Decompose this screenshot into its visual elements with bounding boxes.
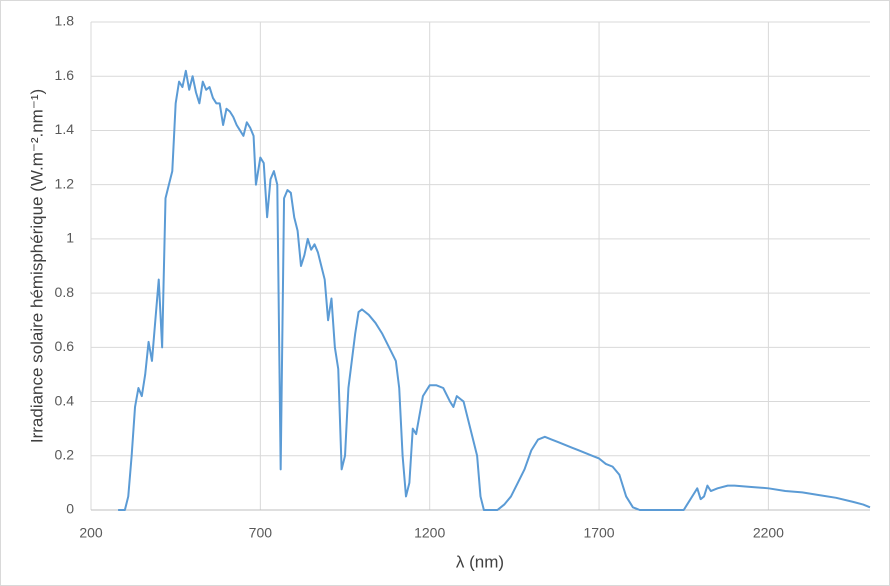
y-tick-label: 1 [66, 230, 74, 246]
y-tick-label: 1.2 [55, 175, 75, 191]
x-tick-label: 1200 [414, 525, 445, 541]
y-tick-label: 1.4 [55, 121, 75, 137]
x-tick-label: 1700 [583, 525, 614, 541]
y-tick-label: 0.8 [55, 284, 75, 300]
y-tick-label: 1.8 [55, 13, 75, 29]
x-tick-label: 200 [79, 525, 103, 541]
x-tick-label: 2200 [753, 525, 784, 541]
x-tick-label: 700 [249, 525, 273, 541]
y-axis-title: Irradiance solaire hémisphérique (W.m⁻².… [27, 89, 46, 443]
y-tick-label: 1.6 [55, 67, 75, 83]
data-line [118, 69, 871, 511]
y-tick-label: 0.2 [55, 446, 75, 462]
x-axis-title: λ (nm) [456, 552, 504, 571]
y-tick-label: 0.4 [55, 392, 75, 408]
y-tick-label: 0 [66, 501, 74, 517]
y-tick-label: 0.6 [55, 338, 75, 354]
